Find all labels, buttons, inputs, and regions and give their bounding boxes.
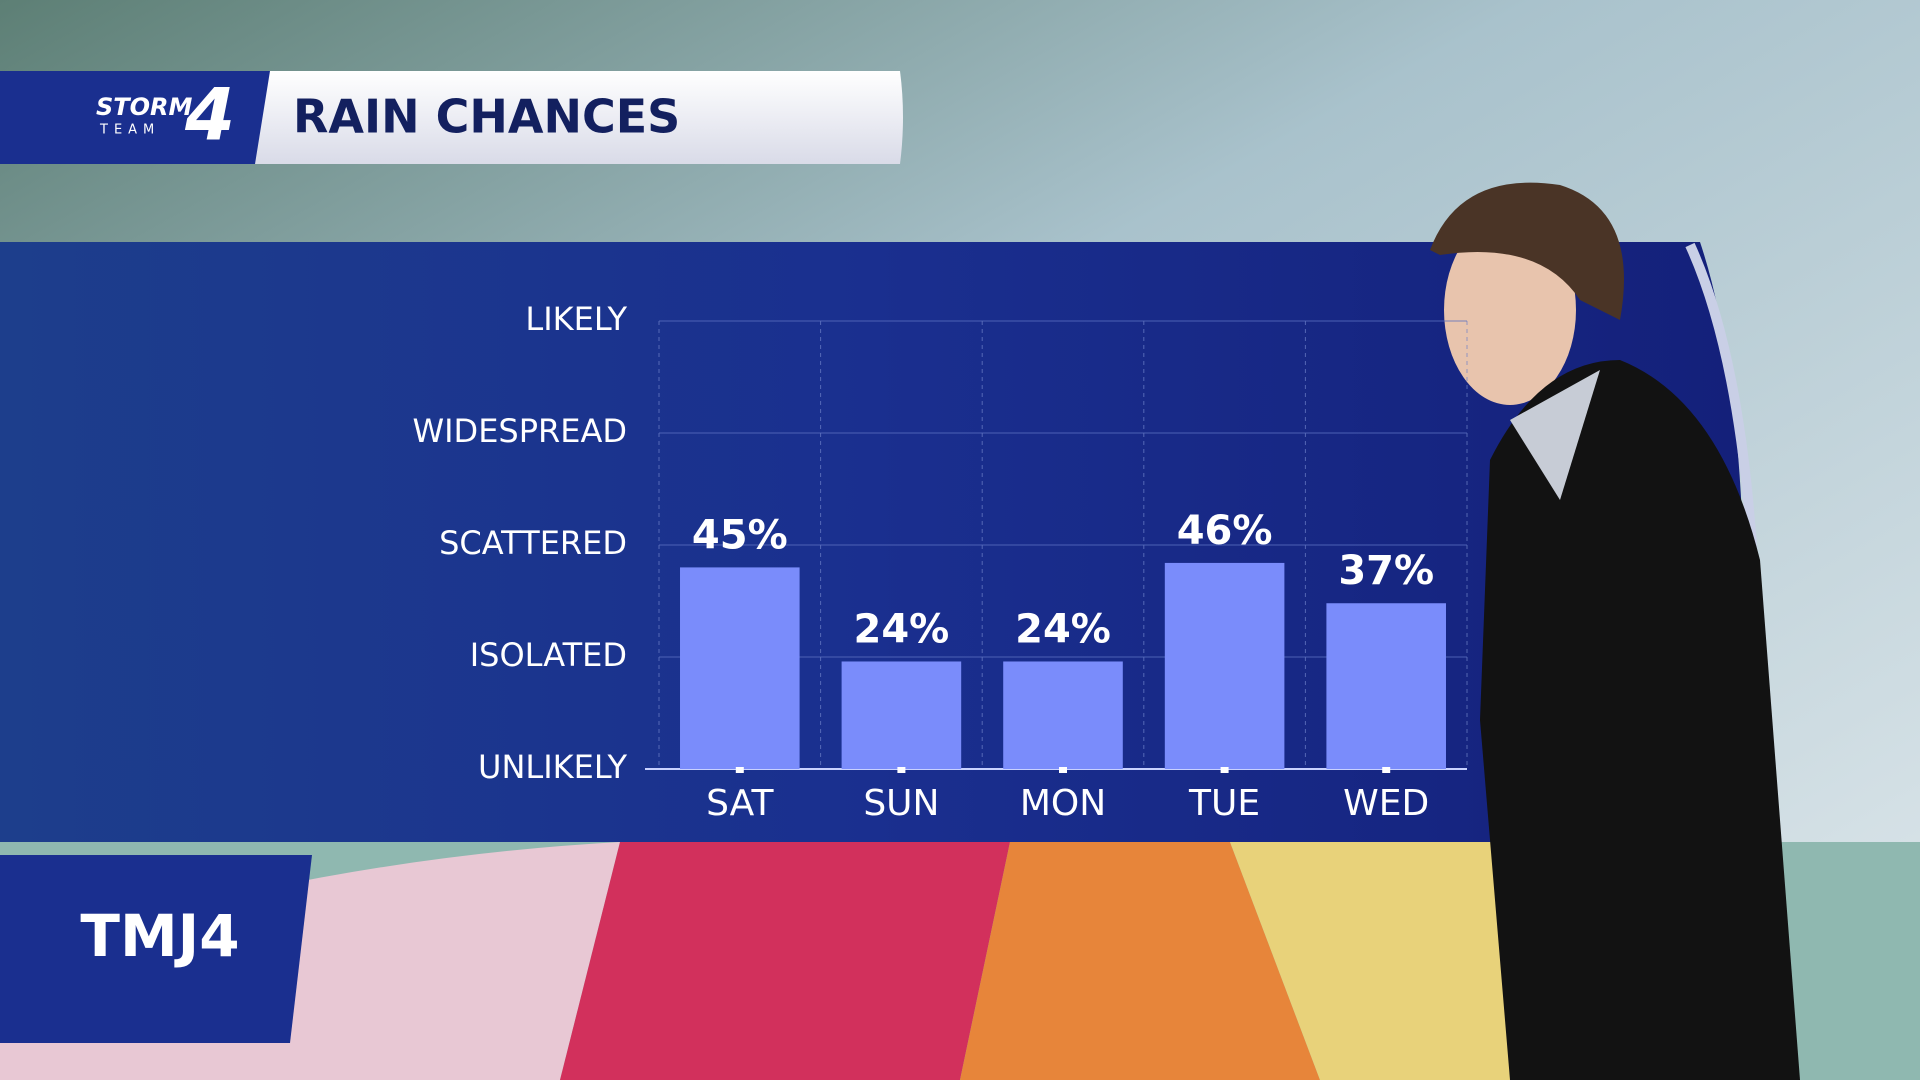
chart-panel	[0, 242, 1745, 842]
x-tick-label: TUE	[1188, 783, 1260, 824]
tick-mark	[897, 767, 906, 773]
bar	[680, 567, 800, 769]
header-banner: STORM TEAM 4 RAIN CHANCES	[0, 71, 903, 164]
x-tick-label: WED	[1343, 783, 1429, 824]
y-tick-label: SCATTERED	[439, 524, 627, 562]
value-label: 46%	[1177, 508, 1273, 554]
station-logo: TMJ4	[0, 855, 312, 1043]
presenter	[1430, 182, 1800, 1080]
tick-mark	[1059, 767, 1067, 773]
value-label: 24%	[854, 606, 950, 652]
logo-storm: STORM	[96, 93, 193, 121]
tick-mark	[735, 767, 744, 773]
y-tick-label: WIDESPREAD	[412, 412, 627, 450]
logo-team: TEAM	[99, 123, 160, 138]
tick-mark	[1382, 767, 1391, 773]
chart-title: RAIN CHANCES	[293, 90, 680, 144]
x-tick-label: SAT	[706, 783, 774, 824]
logo-number: 4	[184, 73, 235, 157]
x-tick-label: MON	[1020, 783, 1106, 824]
value-label: 45%	[692, 512, 788, 558]
bar	[1164, 562, 1285, 769]
bar	[1326, 603, 1446, 769]
value-label: 24%	[1015, 606, 1111, 652]
value-label: 37%	[1338, 548, 1434, 594]
bar	[1003, 661, 1123, 769]
y-tick-label: UNLIKELY	[478, 748, 627, 786]
y-tick-label: LIKELY	[525, 300, 627, 338]
station-name: TMJ4	[80, 902, 239, 970]
y-tick-label: ISOLATED	[470, 636, 627, 674]
x-tick-label: SUN	[863, 783, 939, 824]
tick-mark	[1220, 767, 1229, 773]
bar	[841, 661, 962, 769]
